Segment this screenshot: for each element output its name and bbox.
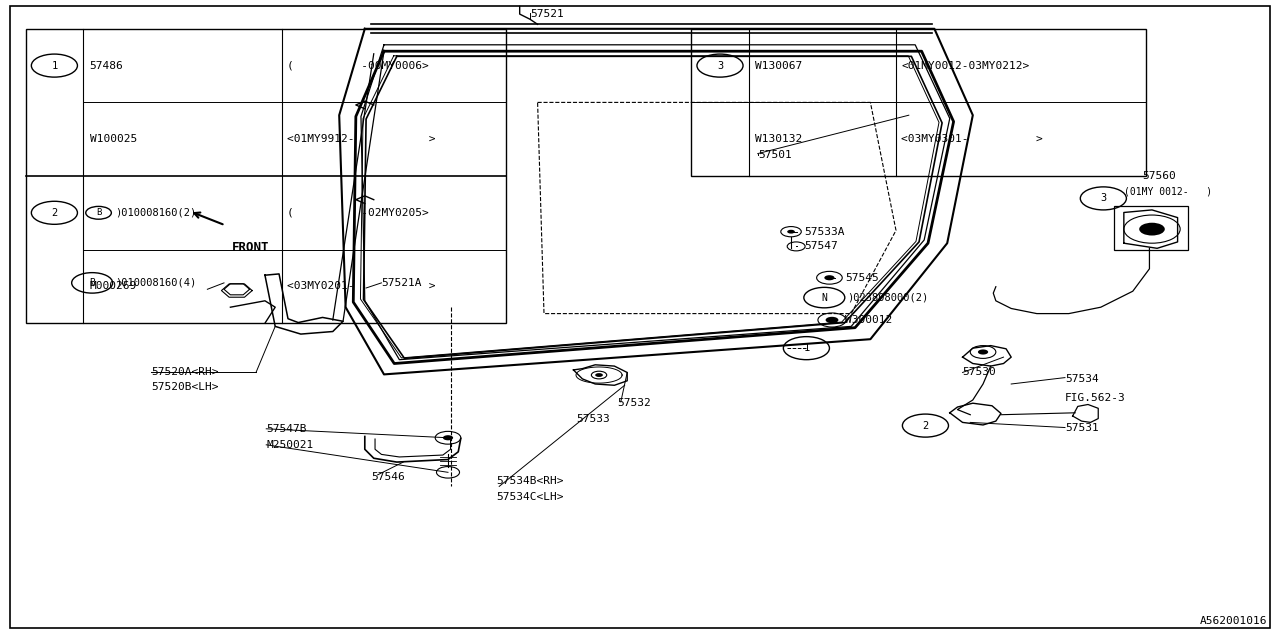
Circle shape xyxy=(443,435,453,440)
Text: W100025: W100025 xyxy=(90,134,137,144)
Text: 3: 3 xyxy=(1101,193,1106,204)
Text: )010008160(2): )010008160(2) xyxy=(115,208,196,218)
Text: 57531: 57531 xyxy=(1065,422,1098,433)
Text: 2: 2 xyxy=(923,420,928,431)
Text: 57521: 57521 xyxy=(530,9,563,19)
Text: 57534B<RH>: 57534B<RH> xyxy=(497,476,564,486)
Text: <03MY0301-          >: <03MY0301- > xyxy=(901,134,1043,144)
Text: M000269: M000269 xyxy=(90,282,137,291)
Text: 57560: 57560 xyxy=(1142,171,1175,181)
Text: <01MY9912-           >: <01MY9912- > xyxy=(287,134,435,144)
Text: W300012: W300012 xyxy=(845,315,892,325)
Text: <03MY0201-           >: <03MY0201- > xyxy=(287,282,435,291)
Text: (01MY 0012-   ): (01MY 0012- ) xyxy=(1124,187,1212,197)
Text: 57533: 57533 xyxy=(576,414,609,424)
Text: FIG.562-3: FIG.562-3 xyxy=(1065,393,1125,403)
Text: B: B xyxy=(90,278,95,288)
Bar xyxy=(1114,206,1188,250)
Text: 57532: 57532 xyxy=(617,398,650,408)
Text: 57547: 57547 xyxy=(804,241,837,252)
Text: 57533A: 57533A xyxy=(804,227,845,237)
Text: 2: 2 xyxy=(51,208,58,218)
Text: 57547B: 57547B xyxy=(266,424,307,434)
Text: 57534: 57534 xyxy=(1065,374,1098,384)
Text: A562001016: A562001016 xyxy=(1199,616,1267,626)
Bar xyxy=(691,29,1146,176)
Circle shape xyxy=(787,230,795,234)
Text: 57534C<LH>: 57534C<LH> xyxy=(497,492,564,502)
Circle shape xyxy=(595,373,603,377)
Circle shape xyxy=(826,317,838,323)
Text: 57521A: 57521A xyxy=(381,278,422,288)
Text: 57486: 57486 xyxy=(90,61,123,70)
Text: )010008160(4): )010008160(4) xyxy=(115,278,196,288)
Text: 57520B<LH>: 57520B<LH> xyxy=(151,382,219,392)
Text: FRONT: FRONT xyxy=(232,241,269,254)
Text: M250021: M250021 xyxy=(266,440,314,450)
Circle shape xyxy=(1139,223,1165,236)
Text: B: B xyxy=(96,208,101,218)
Text: W130132: W130132 xyxy=(755,134,803,144)
Text: 3: 3 xyxy=(717,61,723,70)
Text: 1: 1 xyxy=(804,343,809,353)
Text: (          -02MY0205>: ( -02MY0205> xyxy=(287,208,429,218)
Text: 57546: 57546 xyxy=(371,472,404,482)
Text: 57520A<RH>: 57520A<RH> xyxy=(151,367,219,378)
Text: W130067: W130067 xyxy=(755,61,803,70)
Text: <01MY0012-03MY0212>: <01MY0012-03MY0212> xyxy=(901,61,1029,70)
Text: 57530: 57530 xyxy=(963,367,996,378)
Text: 1: 1 xyxy=(51,61,58,70)
Bar xyxy=(26,29,506,323)
Circle shape xyxy=(978,349,988,355)
Text: 57501: 57501 xyxy=(758,150,791,160)
Text: )023808000(2): )023808000(2) xyxy=(847,292,928,303)
Circle shape xyxy=(824,275,835,280)
Text: (          -00MY0006>: ( -00MY0006> xyxy=(287,61,429,70)
Text: N: N xyxy=(822,292,827,303)
Text: 57545: 57545 xyxy=(845,273,878,283)
